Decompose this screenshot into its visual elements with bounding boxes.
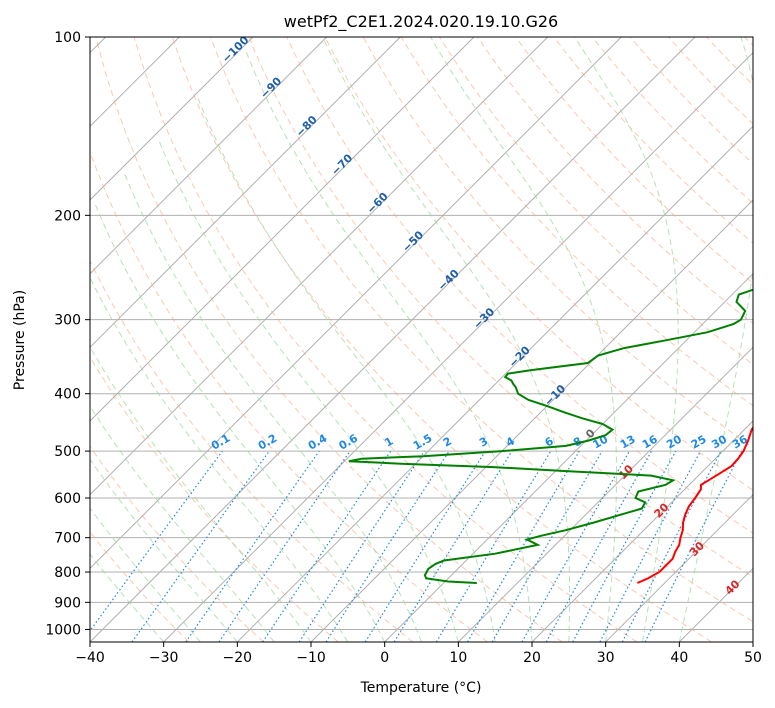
dry-adiabat-line (629, 37, 753, 165)
isotherm-line (531, 420, 753, 642)
dry-adiabats (90, 37, 753, 642)
y-tick-label: 700 (54, 531, 81, 547)
mixing-ratio-line (131, 450, 270, 642)
y-tick-label: 100 (54, 30, 81, 46)
x-tick-label: 10 (449, 650, 467, 666)
mixing-ratio-line (466, 450, 580, 642)
mixing-ratio-line (572, 450, 677, 642)
x-tick-label: −10 (296, 650, 326, 666)
dry-adiabat-line (95, 37, 563, 642)
y-tick-label: 400 (54, 387, 81, 403)
moist-adiabat-line (124, 173, 422, 642)
x-tick-label: −20 (223, 650, 253, 666)
mixing-ratio-line (218, 450, 351, 642)
isotherm-line (90, 37, 254, 201)
isotherm-line (90, 37, 622, 570)
dry-adiabat-line (324, 37, 753, 491)
x-tick-label: 50 (744, 650, 762, 666)
moist-adiabat-line (430, 37, 617, 642)
chart-title: wetPf2_C2E1.2024.020.19.10.G26 (284, 12, 558, 32)
plot-frame (89, 36, 754, 643)
mixing-ratio-line (364, 450, 486, 642)
mixing-ratio-lines (90, 450, 743, 642)
moist-adiabats (90, 37, 753, 642)
isotherm-line (90, 37, 328, 275)
dry-adiabat-line (210, 37, 753, 623)
y-tick-label: 300 (54, 313, 81, 329)
x-axis-ticks: −40 −30 −20 −10 0 10 20 30 40 50 (75, 642, 762, 666)
dry-adiabat-line (171, 37, 712, 642)
y-axis-ticks: 100 200 300 400 500 600 700 800 900 1000 (45, 30, 90, 638)
temperature-profile-line (636, 425, 753, 584)
y-tick-label: 200 (54, 208, 81, 224)
dry-adiabat-line (477, 37, 753, 325)
dry-adiabat-line (90, 445, 264, 642)
dry-adiabat-line (90, 259, 414, 642)
moist-adiabat-line (158, 141, 459, 642)
moist-adiabat-line (678, 37, 753, 642)
isotherm-line (236, 125, 753, 642)
x-tick-label: 30 (597, 650, 615, 666)
y-tick-label: 500 (54, 444, 81, 460)
moist-adiabat-line (322, 37, 571, 642)
y-tick-label: 900 (54, 595, 81, 611)
isotherm-line (90, 37, 475, 422)
mixing-ratio-line (435, 450, 552, 642)
moist-adiabat-line (574, 37, 679, 642)
y-axis-label: Pressure (hPa) (12, 290, 28, 390)
moist-adiabat-line (195, 94, 496, 642)
moist-adiabat-line (90, 553, 165, 642)
mixing-ratio-line (393, 450, 513, 642)
y-tick-label: 600 (54, 491, 81, 507)
x-axis-label: Temperature (°C) (360, 680, 482, 696)
mixing-ratio-line (90, 450, 223, 632)
y-tick-label: 800 (54, 565, 81, 581)
dry-adiabat-line (400, 37, 753, 407)
dry-adiabat-line (515, 37, 753, 284)
moist-adiabat-line (90, 345, 312, 642)
x-tick-label: 40 (670, 650, 688, 666)
isotherm-line (163, 51, 753, 642)
mixing-ratio-line (185, 450, 320, 642)
isotherm-line (384, 272, 753, 642)
isotherm-line (457, 346, 753, 642)
x-tick-label: −40 (75, 650, 105, 666)
x-tick-label: −30 (149, 650, 179, 666)
moist-adiabat-line (90, 507, 201, 642)
moist-adiabat-line (93, 201, 386, 642)
isotherm-line (90, 37, 549, 496)
dry-adiabat-line (248, 37, 753, 578)
dry-adiabat-line (133, 37, 638, 642)
mixing-ratio-line (325, 450, 450, 642)
mixing-ratio-line (521, 450, 631, 642)
y-tick-label: 1000 (45, 622, 81, 638)
dry-adiabat-line (362, 37, 753, 449)
dewpoint-profile-line (348, 288, 753, 584)
x-tick-label: 0 (380, 650, 389, 666)
isotherm-line (605, 493, 753, 642)
x-tick-label: 20 (523, 650, 541, 666)
moist-adiabat-line (244, 49, 533, 642)
plot-area: −100−90−80−70−60−50−40−30−20−10010203040… (90, 37, 753, 642)
isotherm-line (90, 37, 401, 349)
dry-adiabat-line (591, 37, 753, 204)
mixing-ratio-line (545, 450, 653, 642)
mixing-ratio-line (491, 450, 603, 642)
sounding-series (348, 288, 753, 584)
